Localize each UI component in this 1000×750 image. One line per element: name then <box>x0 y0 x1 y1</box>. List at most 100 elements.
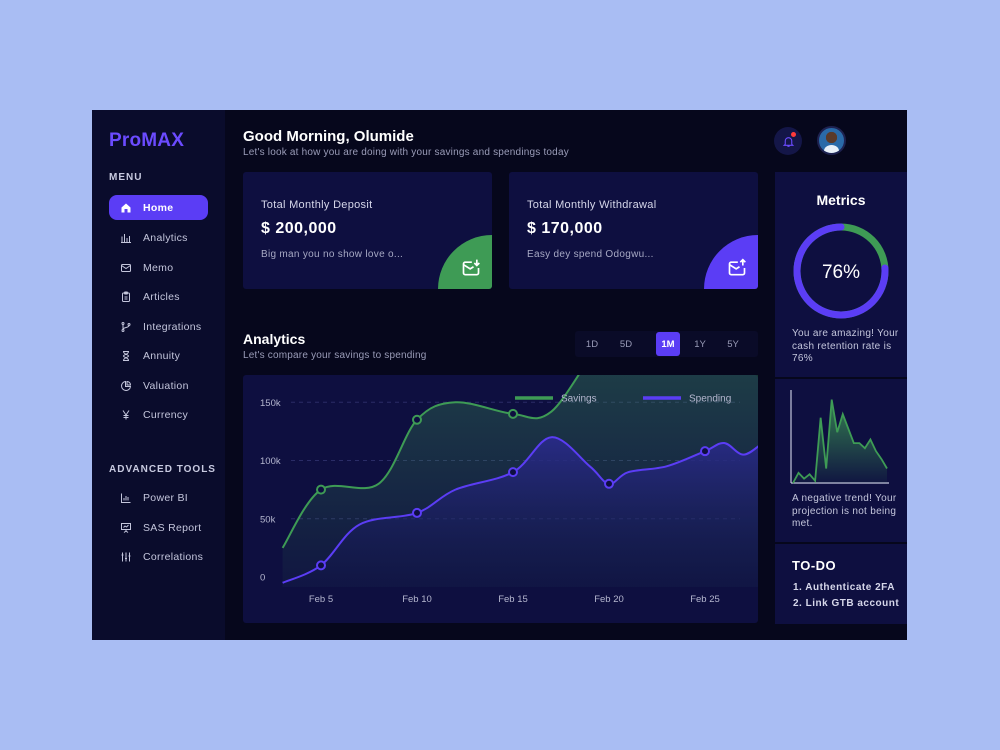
period-1d[interactable]: 1D <box>585 338 599 350</box>
sidebar-item-memo[interactable]: Memo <box>109 255 208 280</box>
mail-icon <box>119 261 132 274</box>
todo-list: 1. Authenticate 2FA 2. Link GTB account <box>793 580 899 611</box>
clipboard-icon <box>119 290 132 303</box>
data-point[interactable] <box>316 560 326 571</box>
y-tick-label: 150k <box>260 398 281 409</box>
home-icon <box>119 201 132 214</box>
donut-progress <box>793 223 889 319</box>
metrics-title: Metrics <box>816 192 866 208</box>
series-line <box>282 436 758 584</box>
data-point[interactable] <box>412 507 422 518</box>
deposit-action[interactable] <box>438 235 492 289</box>
sidebar-item-integrations[interactable]: Integrations <box>109 314 208 339</box>
todo-item[interactable]: 2. Link GTB account <box>793 597 900 609</box>
avatar[interactable] <box>817 126 846 155</box>
analytics-title: Analytics <box>243 331 306 347</box>
pie-chart-icon <box>119 379 132 392</box>
data-point[interactable] <box>412 414 422 425</box>
sidebar-item-label: Valuation <box>143 379 189 392</box>
data-point[interactable] <box>604 478 614 489</box>
y-tick-label: 50k <box>260 514 276 525</box>
sidebar-item-label: Memo <box>143 261 174 274</box>
trend-line <box>792 399 888 484</box>
sidebar-item-label: SAS Report <box>143 521 202 534</box>
metrics-text: You are amazing! Your cash retention rat… <box>792 328 899 364</box>
yen-icon <box>119 408 132 421</box>
bar-chart-icon <box>119 491 132 504</box>
hourglass-icon <box>119 349 132 362</box>
sidebar-item-power-bi[interactable]: Power BI <box>109 485 208 510</box>
sidebar-item-label: Analytics <box>143 231 188 244</box>
mail-download-icon <box>462 259 480 276</box>
period-1y[interactable]: 1Y <box>694 338 706 350</box>
sidebar-item-label: Correlations <box>143 550 204 563</box>
sidebar-item-label: Currency <box>143 408 188 421</box>
sidebar-item-annuity[interactable]: Annuity <box>109 343 208 368</box>
deposit-title: Total Monthly Deposit <box>261 199 373 211</box>
x-tick-label: Feb 10 <box>402 594 432 605</box>
withdrawal-action[interactable] <box>704 235 758 289</box>
deposit-card: Total Monthly Deposit $ 200,000 Big man … <box>243 172 492 289</box>
retention-percent: 76% <box>822 262 860 283</box>
deposit-note: Big man you no show love o... <box>261 249 404 260</box>
withdrawal-card: Total Monthly Withdrawal $ 170,000 Easy … <box>509 172 758 289</box>
sidebar-item-label: Integrations <box>143 320 202 333</box>
data-point[interactable] <box>316 484 326 495</box>
todo-title: TO-DO <box>792 558 837 573</box>
period-5y[interactable]: 5Y <box>727 338 739 350</box>
sidebar-item-correlations[interactable]: Correlations <box>109 544 208 569</box>
sidebar-item-articles[interactable]: Articles <box>109 284 208 309</box>
menu-label: MENU <box>109 172 143 183</box>
period-1m[interactable]: 1M <box>656 332 680 356</box>
retention-donut: 76% <box>793 223 889 319</box>
x-tick-label: Feb 20 <box>594 594 624 605</box>
greeting-title: Good Morning, Olumide <box>243 128 414 145</box>
sidebar: ProMAX MENU Home Analytics Memo Articles… <box>92 110 225 640</box>
sidebar-item-label: Home <box>143 201 174 214</box>
sidebar-item-sas-report[interactable]: SAS Report <box>109 515 208 540</box>
withdrawal-title: Total Monthly Withdrawal <box>527 199 657 211</box>
legend-label: Savings <box>561 394 597 405</box>
sidebar-item-valuation[interactable]: Valuation <box>109 373 208 398</box>
series-area <box>282 437 758 587</box>
withdrawal-note: Easy dey spend Odogwu... <box>527 249 654 260</box>
withdrawal-amount: $ 170,000 <box>527 220 603 237</box>
data-point[interactable] <box>508 408 518 419</box>
advanced-tools-label: ADVANCED TOOLS <box>109 464 216 475</box>
sidebar-item-home[interactable]: Home <box>109 195 208 220</box>
bar-chart-icon <box>119 231 132 244</box>
data-point[interactable] <box>700 446 710 457</box>
trend-area <box>793 399 887 483</box>
deposit-amount: $ 200,000 <box>261 220 337 237</box>
mail-upload-icon <box>728 258 746 276</box>
trend-text: A negative trend! Your projection is not… <box>792 493 897 529</box>
notification-dot <box>791 132 796 137</box>
todo-panel <box>775 544 907 624</box>
legend-label: Spending <box>689 394 731 405</box>
y-tick-label: 100k <box>260 456 281 467</box>
x-tick-label: Feb 25 <box>690 594 720 605</box>
trend-chart <box>790 390 889 484</box>
git-branch-icon <box>119 320 132 333</box>
sidebar-item-label: Articles <box>143 290 180 303</box>
x-tick-label: Feb 15 <box>498 594 528 605</box>
greeting-subtitle: Let's look at how you are doing with you… <box>243 147 569 158</box>
presentation-icon <box>119 521 132 534</box>
data-point[interactable] <box>508 467 518 478</box>
sidebar-item-label: Annuity <box>143 349 181 362</box>
sidebar-item-currency[interactable]: Currency <box>109 402 208 427</box>
sliders-icon <box>119 550 132 563</box>
app-logo: ProMAX <box>109 130 185 151</box>
period-5d[interactable]: 5D <box>619 338 633 350</box>
analytics-subtitle: Let's compare your savings to spending <box>243 350 427 361</box>
bell-icon <box>782 136 794 147</box>
x-tick-label: Feb 5 <box>309 594 333 605</box>
notification-button[interactable] <box>774 127 802 155</box>
sidebar-item-label: Power BI <box>143 491 188 504</box>
sidebar-item-analytics[interactable]: Analytics <box>109 225 208 250</box>
app-window: ProMAX MENU Home Analytics Memo Articles… <box>92 110 907 640</box>
y-tick-label: 0 <box>260 573 265 584</box>
todo-item[interactable]: 1. Authenticate 2FA <box>793 582 895 593</box>
